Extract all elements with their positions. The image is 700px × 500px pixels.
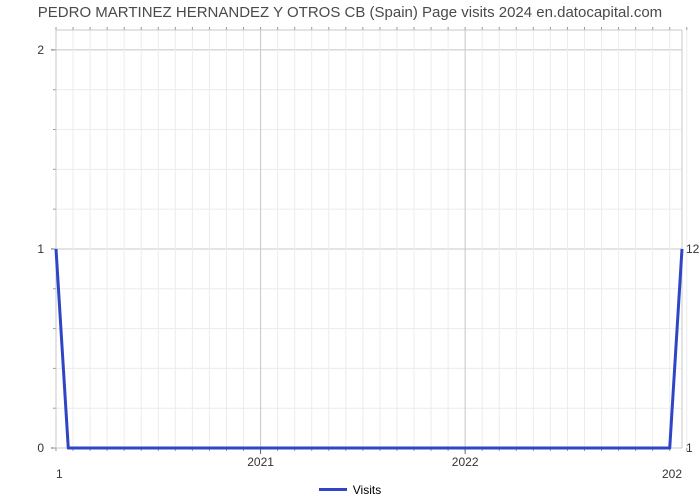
legend-item-visits: Visits	[319, 483, 381, 497]
y-tick-label: 1	[37, 242, 44, 256]
y-tick-label: 2	[37, 43, 44, 57]
x-tick-label: 2022	[452, 455, 479, 469]
visits-line	[56, 249, 682, 448]
x2-right-label: 202	[662, 467, 682, 481]
chart-container: PEDRO MARTINEZ HERNANDEZ Y OTROS CB (Spa…	[0, 0, 700, 500]
y-tick-label: 0	[37, 441, 44, 455]
x2-left-label: 1	[56, 467, 63, 481]
legend-swatch	[319, 488, 347, 491]
y2-tick-label: 12	[686, 242, 700, 256]
x-tick-label: 2021	[247, 455, 274, 469]
legend-label: Visits	[353, 483, 381, 497]
legend: Visits	[0, 480, 700, 497]
y2-tick-label: 1	[686, 441, 693, 455]
chart-svg: 012202120221121202	[0, 0, 700, 500]
